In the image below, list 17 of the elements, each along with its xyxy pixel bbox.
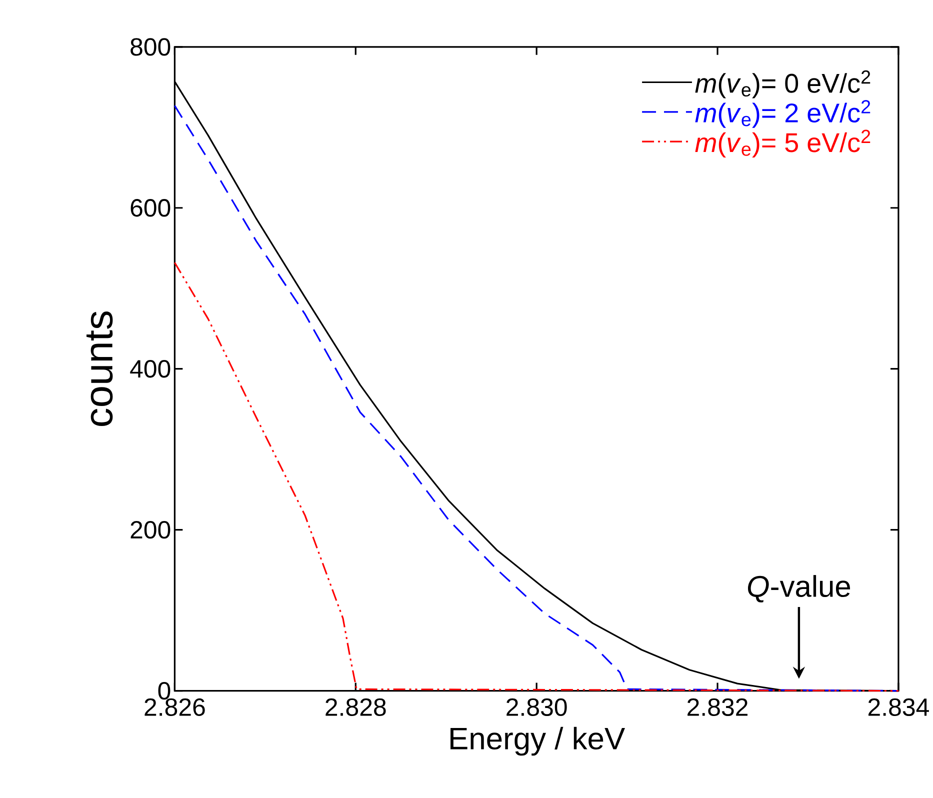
y-tick-label: 800 (130, 38, 170, 56)
legend-label: m(v$_{e}$)= 2 eV/c$^{2}$ (695, 100, 870, 128)
annotation: Q-value (748, 575, 850, 603)
x-tick-label: 2.826 (144, 698, 205, 716)
legend-label: m(v$_{e}$)= 5 eV/c$^{2}$ (695, 130, 870, 158)
x-axis-title: Energy / keV (450, 727, 625, 756)
y-axis-title: counts (86, 312, 113, 426)
y-tick-label: 400 (130, 360, 170, 378)
y-tick-label: 0 (158, 682, 170, 700)
line-series (174, 262, 900, 692)
legend-label: m(v$_{e}$)= 0 eV/c$^{2}$ (695, 70, 870, 98)
x-tick-label: 2.830 (506, 698, 567, 716)
y-tick-label: 200 (130, 521, 170, 539)
y-tick-label: 600 (130, 199, 170, 217)
x-tick-label: 2.828 (326, 698, 386, 716)
x-tick-label: 2.832 (688, 698, 748, 716)
x-tick-label: 2.834 (868, 698, 929, 716)
